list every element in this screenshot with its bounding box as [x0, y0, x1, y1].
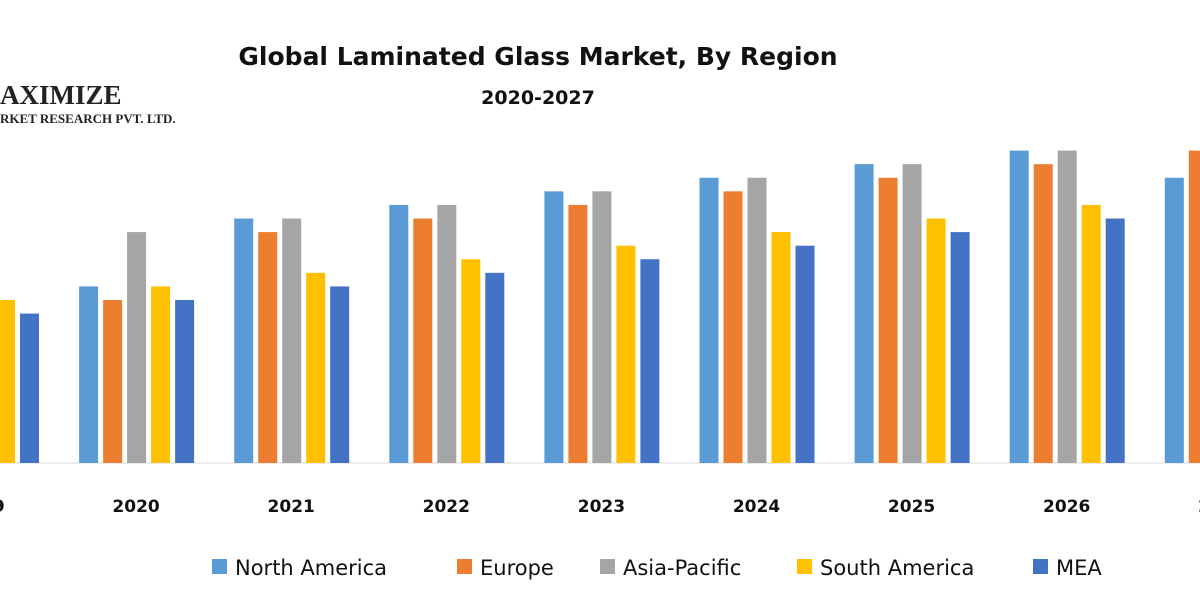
x-tick-2026: 2026: [1043, 497, 1090, 517]
x-tick-2020: 2020: [112, 497, 159, 517]
bar-north-america-2024: [699, 177, 719, 463]
x-tick-2027: 2027: [1198, 497, 1200, 517]
bar-mea-2022: [485, 272, 505, 463]
legend-item-asia-pacific: Asia-Pacific: [600, 556, 741, 580]
x-tick-2022: 2022: [423, 497, 470, 517]
x-tick-2021: 2021: [268, 497, 315, 517]
legend: North America Europe Asia-Pacific South Ame…: [212, 556, 1102, 580]
bar-mea-2026: [1105, 218, 1125, 463]
bar-mea-2024: [795, 245, 815, 463]
bar-south-america-2020: [151, 286, 171, 463]
bar-north-america-2025: [854, 164, 874, 463]
bar-north-america-2022: [389, 204, 409, 463]
bar-south-america-2023: [616, 245, 636, 463]
bar-south-america-2026: [1081, 204, 1101, 463]
legend-swatch: [457, 559, 472, 574]
bar-asia-pacific-2025: [902, 164, 922, 463]
legend-swatch: [212, 559, 227, 574]
bar-mea-2025: [950, 232, 970, 463]
legend-label: Asia-Pacific: [623, 556, 741, 580]
bar-south-america-2022: [461, 259, 481, 463]
legend-swatch: [1033, 559, 1048, 574]
bar-asia-pacific-2024: [747, 177, 767, 463]
legend-item-south-america: South America: [797, 556, 974, 580]
bar-europe-2026: [1033, 164, 1053, 463]
bar-north-america-2027: [1164, 177, 1184, 463]
bar-europe-2024: [723, 191, 743, 464]
logo: AXIMIZE RKET RESEARCH PVT. LTD.: [0, 80, 176, 126]
bar-south-america-2024: [771, 232, 791, 463]
bar-europe-2025: [878, 177, 898, 463]
x-tick-2024: 2024: [733, 497, 780, 517]
bar-north-america-2026: [1009, 150, 1029, 464]
bar-mea-2019: [20, 313, 39, 463]
bar-asia-pacific-2020: [127, 232, 147, 463]
legend-label: North America: [235, 556, 387, 580]
bar-mea-2020: [175, 300, 195, 463]
legend-item-mea: MEA: [1033, 556, 1102, 580]
x-tick-2025: 2025: [888, 497, 935, 517]
bar-north-america-2020: [79, 286, 99, 463]
x-tick-2019: 2019: [0, 497, 5, 517]
bar-mea-2023: [640, 259, 660, 463]
bar-south-america-2021: [306, 272, 326, 463]
bar-mea-2021: [330, 286, 350, 463]
legend-label: MEA: [1056, 556, 1102, 580]
x-tick-2023: 2023: [578, 497, 625, 517]
bar-asia-pacific-2021: [282, 218, 302, 463]
bar-asia-pacific-2023: [592, 191, 612, 464]
bar-north-america-2023: [544, 191, 564, 464]
chart-title: Global Laminated Glass Market, By Region: [238, 42, 837, 71]
bar-europe-2022: [413, 218, 433, 463]
legend-label: Europe: [480, 556, 554, 580]
bar-asia-pacific-2026: [1057, 150, 1077, 464]
chart-subtitle: 2020-2027: [481, 87, 595, 109]
legend-item-north-america: North America: [212, 556, 387, 580]
bars: [0, 150, 1200, 464]
x-tick-labels: 2019 2020 2021 2022 2023 2024 2025 2026 2027: [0, 497, 1200, 517]
legend-swatch: [600, 559, 615, 574]
logo-line1: AXIMIZE: [0, 80, 122, 110]
legend-swatch: [797, 559, 812, 574]
bar-europe-2023: [568, 204, 588, 463]
bar-europe-2027: [1188, 150, 1200, 464]
bar-south-america-2025: [926, 218, 946, 463]
bar-europe-2020: [103, 300, 123, 463]
bar-asia-pacific-2022: [437, 204, 457, 463]
legend-item-europe: Europe: [457, 556, 554, 580]
bar-europe-2021: [258, 232, 278, 463]
bar-north-america-2021: [234, 218, 254, 463]
legend-label: South America: [820, 556, 974, 580]
logo-line2: RKET RESEARCH PVT. LTD.: [0, 111, 176, 126]
bar-south-america-2019: [0, 300, 15, 463]
